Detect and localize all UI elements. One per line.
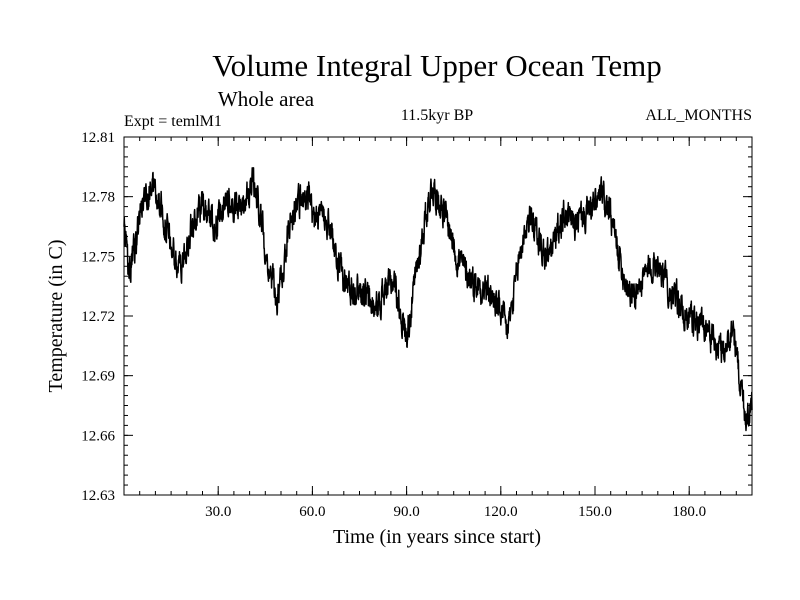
y-tick-label: 12.81	[81, 130, 115, 146]
x-tick-label: 60.0	[299, 504, 325, 520]
y-tick-label: 12.78	[81, 190, 115, 206]
months-label: ALL_MONTHS	[645, 107, 752, 124]
period-label: 11.5kyr BP	[401, 107, 473, 124]
x-tick-label: 90.0	[393, 504, 419, 520]
x-tick-label: 180.0	[672, 504, 706, 520]
y-tick-label: 12.72	[81, 309, 115, 325]
y-tick-label: 12.63	[81, 488, 115, 504]
x-axis-label: Time (in years since start)	[333, 526, 541, 548]
chart-subtitle: Whole area	[218, 87, 315, 111]
y-axis-label: Temperature (in C)	[45, 240, 67, 393]
experiment-label: Expt = temlM1	[124, 113, 222, 130]
x-tick-label: 120.0	[484, 504, 518, 520]
plot-area	[123, 167, 753, 432]
x-tick-label: 30.0	[205, 504, 231, 520]
x-tick-label: 150.0	[578, 504, 612, 520]
y-tick-label: 12.66	[81, 428, 115, 444]
plot-frame	[123, 136, 753, 496]
chart-title: Volume Integral Upper Ocean Temp	[212, 48, 662, 83]
series-line-temperature	[123, 167, 753, 432]
y-tick-label: 12.75	[81, 249, 115, 265]
y-tick-label: 12.69	[81, 369, 115, 385]
x-axis: 30.0 60.0 90.0 120.0 150.0 180.0	[123, 137, 753, 520]
y-axis: 12.63 12.66 12.69 12.72 12.75 12.78 12.81	[81, 130, 752, 504]
